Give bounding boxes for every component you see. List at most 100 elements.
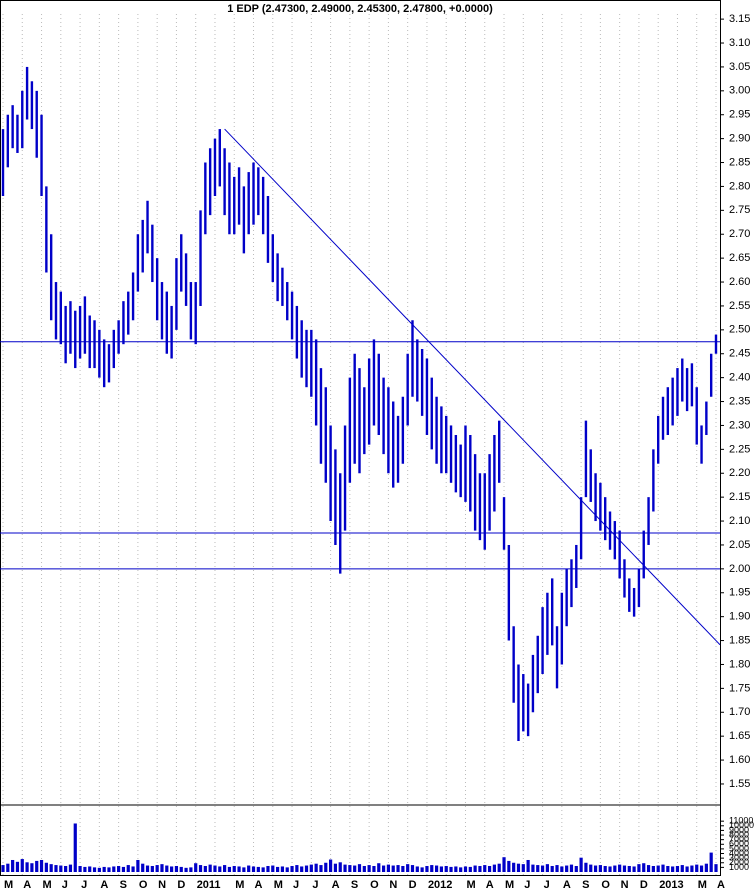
volume-bar	[492, 864, 496, 872]
volume-bar	[247, 865, 251, 872]
volume-bar	[324, 862, 328, 872]
y-tick-label: 3.05	[729, 61, 750, 73]
volume-bar	[30, 863, 34, 872]
volume-bar	[155, 865, 159, 872]
y-tick-label: 2.15	[729, 491, 750, 503]
volume-bar	[97, 867, 101, 872]
y-tick-label: 1.80	[729, 658, 750, 670]
plot-frame	[0, 0, 721, 876]
y-tick-label: 3.15	[729, 13, 750, 25]
volume-bar	[608, 866, 612, 872]
y-tick-label: 2.25	[729, 443, 750, 455]
chart-title: 1 EDP (2.47300, 2.49000, 2.45300, 2.4780…	[227, 3, 493, 15]
volume-bar	[295, 865, 299, 872]
volume-tick-label: 7000	[729, 834, 749, 844]
x-tick-label: S	[351, 879, 358, 891]
volume-bar	[194, 863, 198, 872]
x-tick-label: M	[466, 879, 475, 891]
volume-bar	[560, 866, 564, 872]
volume-bar	[521, 864, 525, 872]
x-tick-label: D	[409, 879, 417, 891]
volume-bar	[251, 866, 256, 872]
volume-bar	[165, 865, 169, 872]
volume-tick-label: 10000	[729, 820, 754, 830]
volume-bar	[637, 864, 641, 872]
volume-bar	[714, 864, 718, 872]
volume-bar	[213, 865, 217, 872]
volume-bar	[487, 865, 492, 872]
volume-bar	[550, 865, 554, 872]
trend-line	[224, 128, 721, 646]
volume-bar	[459, 867, 463, 872]
volume-bar	[333, 863, 338, 872]
volume-tick-label: 9000	[729, 825, 749, 835]
x-tick-label: N	[389, 879, 397, 891]
y-tick-label: 2.00	[729, 563, 750, 575]
y-tick-label: 1.75	[729, 682, 750, 694]
y-tick-label: 1.60	[729, 754, 750, 766]
y-tick-label: 3.10	[729, 37, 750, 49]
volume-bar	[92, 867, 97, 872]
volume-bar	[150, 865, 154, 872]
volume-bar	[497, 863, 501, 872]
volume-bar	[545, 864, 549, 872]
volume-bar	[309, 864, 313, 872]
volume-bar	[78, 865, 82, 872]
y-tick-label: 1.65	[729, 730, 750, 742]
volume-bar	[507, 860, 511, 872]
x-tick-label: A	[100, 879, 108, 891]
x-tick-label: O	[139, 879, 148, 891]
volume-bar	[314, 863, 318, 872]
x-tick-label: N	[158, 879, 166, 891]
y-tick-label: 2.55	[729, 300, 750, 312]
volume-bar	[218, 866, 222, 872]
volume-bar	[6, 863, 10, 872]
volume-bar	[54, 865, 58, 872]
volume-bar	[473, 865, 477, 872]
volume-bar	[569, 864, 574, 872]
volume-bar	[483, 865, 487, 872]
volume-bar	[372, 865, 376, 872]
volume-bar	[357, 864, 362, 872]
volume-bar	[690, 865, 694, 872]
y-tick-label: 2.75	[729, 204, 750, 216]
volume-bar	[20, 859, 24, 872]
x-tick-label: A	[563, 879, 571, 891]
volume-bar	[121, 866, 126, 872]
volume-bar	[454, 866, 458, 872]
volume-bar	[304, 865, 309, 872]
volume-bar	[589, 864, 593, 872]
y-tick-label: 1.85	[729, 634, 750, 646]
volume-bar	[618, 864, 622, 872]
volume-bar	[319, 865, 323, 872]
x-tick-label: 2011	[197, 879, 221, 891]
volume-bar	[223, 865, 227, 872]
volume-bar	[661, 864, 665, 872]
volume-bar	[49, 864, 53, 872]
volume-bar	[434, 865, 439, 872]
x-tick-label: J	[81, 879, 87, 891]
volume-tick-label: 3000	[729, 853, 749, 863]
volume-bar	[141, 863, 145, 872]
y-tick-label: 1.95	[729, 587, 750, 599]
x-tick-label: M	[4, 879, 13, 891]
x-tick-label: D	[640, 879, 648, 891]
volume-bar	[444, 865, 448, 872]
y-tick-label: 2.95	[729, 109, 750, 121]
volume-bar	[381, 865, 386, 872]
volume-bar	[280, 866, 285, 872]
y-tick-label: 2.85	[729, 156, 750, 168]
volume-bar	[73, 823, 77, 872]
volume-bar	[1, 865, 5, 872]
y-tick-label: 2.30	[729, 419, 750, 431]
volume-bar	[242, 867, 246, 872]
volume-bar	[102, 866, 106, 872]
volume-bar	[540, 865, 545, 872]
y-tick-label: 1.90	[729, 611, 750, 623]
volume-bar	[290, 865, 294, 872]
volume-bar	[338, 862, 342, 872]
y-tick-label: 1.70	[729, 706, 750, 718]
volume-bar	[362, 865, 366, 872]
volume-bar	[391, 865, 395, 872]
y-tick-label: 2.45	[729, 348, 750, 360]
